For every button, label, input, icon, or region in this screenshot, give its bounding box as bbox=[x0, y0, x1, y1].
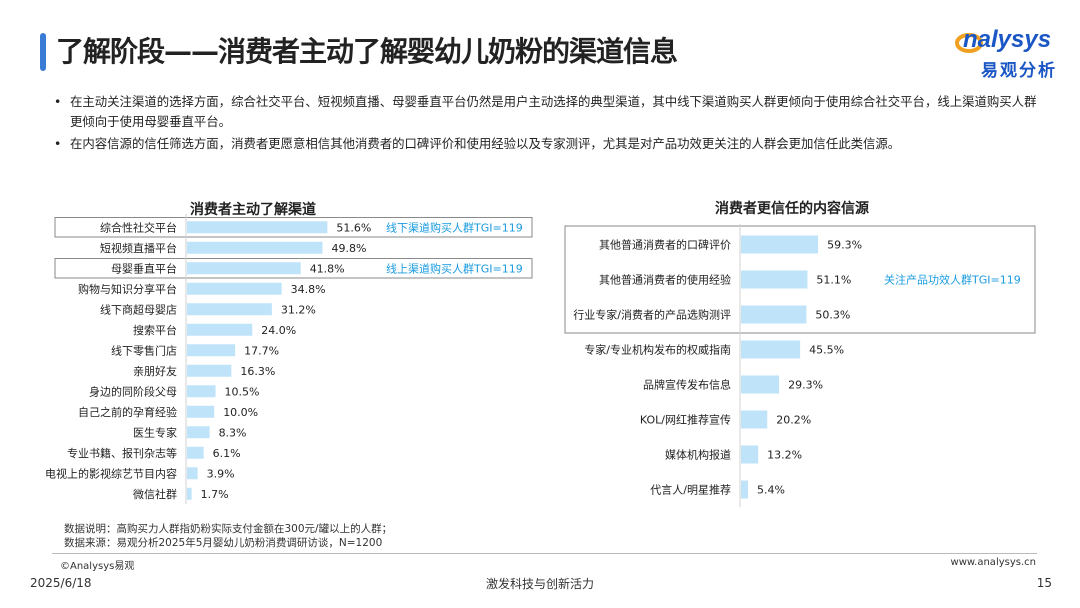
right-value-label: 45.5% bbox=[809, 344, 844, 357]
right-category-label: 其他普通消费者的使用经验 bbox=[599, 273, 731, 287]
left-value-label: 10.0% bbox=[223, 406, 258, 419]
footer-slogan: 激发科技与创新活力 bbox=[485, 577, 594, 591]
logo-swoosh-ring bbox=[955, 33, 983, 53]
tgi-annotation: 线下渠道购买人群TGI=119 bbox=[386, 220, 523, 234]
right-bar bbox=[741, 235, 819, 254]
logo-swoosh-icon bbox=[955, 33, 983, 53]
left-bar bbox=[187, 405, 215, 418]
right-bar bbox=[741, 480, 749, 499]
right-value-label: 59.3% bbox=[827, 239, 862, 252]
left-value-label: 31.2% bbox=[281, 303, 316, 316]
right-value-label: 13.2% bbox=[767, 449, 802, 462]
left-bar bbox=[187, 323, 253, 336]
summary-bullets: 在主动关注渠道的选择方面，综合社交平台、短视频直播、母婴垂直平台仍然是用户主动选… bbox=[52, 92, 1037, 156]
chart-left-title: 消费者主动了解渠道 bbox=[190, 202, 316, 218]
right-bar bbox=[741, 340, 801, 359]
page-title: 了解阶段——消费者主动了解婴幼儿奶粉的渠道信息 bbox=[56, 35, 678, 68]
left-bar bbox=[187, 344, 236, 357]
logo-text-cn: 易观分析 bbox=[981, 61, 1057, 81]
left-category-label: 身边的同阶段父母 bbox=[89, 384, 177, 398]
left-bar bbox=[187, 426, 210, 439]
right-value-label: 51.1% bbox=[816, 274, 851, 287]
data-notes: 数据说明：高购买力人群指奶粉实际支付金额在300元/罐以上的人群； 数据来源：易… bbox=[64, 522, 392, 550]
title-accent-bar bbox=[40, 33, 46, 71]
right-category-label: 行业专家/消费者的产品选购测评 bbox=[573, 308, 731, 322]
right-category-label: 专家/专业机构发布的权威指南 bbox=[584, 343, 731, 357]
left-category-label: 医生专家 bbox=[133, 425, 177, 439]
bullet-item: 在主动关注渠道的选择方面，综合社交平台、短视频直播、母婴垂直平台仍然是用户主动选… bbox=[52, 92, 1037, 132]
left-category-label: 亲朋好友 bbox=[133, 364, 177, 378]
left-bar bbox=[187, 364, 232, 377]
right-category-label: 媒体机构报道 bbox=[665, 448, 731, 462]
right-value-label: 20.2% bbox=[776, 414, 811, 427]
left-bar bbox=[187, 282, 282, 295]
right-value-label: 29.3% bbox=[788, 379, 823, 392]
tgi-highlight-box bbox=[54, 258, 533, 279]
footer-copyright: ©Analysys易观 bbox=[60, 561, 135, 572]
left-bar bbox=[187, 262, 301, 275]
left-category-label: 综合性社交平台 bbox=[100, 220, 177, 234]
right-value-label: 50.3% bbox=[815, 309, 850, 322]
tgi-annotation: 线上渠道购买人群TGI=119 bbox=[386, 261, 523, 275]
left-value-label: 6.1% bbox=[213, 447, 241, 460]
chart-right-title: 消费者更信任的内容信源 bbox=[715, 201, 869, 217]
left-category-label: 母婴垂直平台 bbox=[111, 261, 177, 275]
right-category-label: 品牌宣传发布信息 bbox=[643, 378, 731, 392]
data-source-line: 数据来源：易观分析2025年5月婴幼儿奶粉消费调研访谈，N=1200 bbox=[64, 537, 383, 549]
left-value-label: 10.5% bbox=[225, 385, 260, 398]
left-category-label: 专业书籍、报刊杂志等 bbox=[67, 446, 177, 460]
left-category-label: 搜索平台 bbox=[133, 323, 177, 337]
right-value-label: 5.4% bbox=[757, 484, 785, 497]
right-category-label: 代言人/明星推荐 bbox=[650, 483, 731, 497]
left-value-label: 17.7% bbox=[244, 344, 279, 357]
data-note-line: 数据说明：高购买力人群指奶粉实际支付金额在300元/罐以上的人群； bbox=[64, 523, 393, 535]
left-value-label: 24.0% bbox=[261, 324, 296, 337]
left-value-label: 51.6% bbox=[336, 221, 371, 234]
left-category-label: 线下商超母婴店 bbox=[100, 302, 177, 316]
left-value-label: 49.8% bbox=[331, 242, 366, 255]
analysys-logo: nalysys 易观分析 bbox=[955, 26, 1065, 81]
footer-divider bbox=[52, 553, 1037, 554]
bullet-item: 在内容信源的信任筛选方面，消费者更愿意相信其他消费者的口碑评价和使用经验以及专家… bbox=[52, 134, 1037, 154]
left-value-label: 34.8% bbox=[291, 283, 326, 296]
left-bar bbox=[187, 241, 323, 254]
left-bar bbox=[187, 487, 192, 500]
left-category-label: 线下零售门店 bbox=[111, 343, 177, 357]
right-category-label: KOL/网红推荐宣传 bbox=[640, 413, 731, 427]
right-category-label: 其他普通消费者的口碑评价 bbox=[599, 238, 731, 252]
left-category-label: 购物与知识分享平台 bbox=[78, 282, 177, 296]
logo-text-en: nalysys bbox=[963, 26, 1052, 53]
right-bar bbox=[741, 410, 768, 429]
footer-date: 2025/6/18 bbox=[30, 576, 92, 590]
left-bar bbox=[187, 467, 198, 480]
left-value-label: 1.7% bbox=[201, 488, 229, 501]
left-bar bbox=[187, 385, 216, 398]
right-bar bbox=[741, 270, 808, 289]
right-bar bbox=[741, 375, 780, 394]
left-category-label: 电视上的影视综艺节目内容 bbox=[45, 466, 177, 480]
left-bar bbox=[187, 303, 272, 316]
tgi-highlight-box bbox=[54, 217, 533, 238]
left-bar bbox=[187, 221, 328, 234]
left-bar bbox=[187, 446, 204, 459]
right-bar bbox=[741, 305, 807, 324]
page-number: 15 bbox=[1036, 576, 1052, 590]
tgi-highlight-box bbox=[564, 225, 1036, 334]
footer-website: www.analysys.cn bbox=[950, 557, 1036, 568]
left-category-label: 自己之前的孕育经验 bbox=[78, 405, 177, 419]
left-value-label: 8.3% bbox=[219, 426, 247, 439]
left-value-label: 3.9% bbox=[207, 467, 235, 480]
right-bar bbox=[741, 445, 759, 464]
left-value-label: 16.3% bbox=[240, 365, 275, 378]
tgi-annotation: 关注产品功效人群TGI=119 bbox=[884, 273, 1021, 287]
left-value-label: 41.8% bbox=[310, 262, 345, 275]
left-category-label: 微信社群 bbox=[133, 487, 177, 501]
left-category-label: 短视频直播平台 bbox=[100, 241, 177, 255]
